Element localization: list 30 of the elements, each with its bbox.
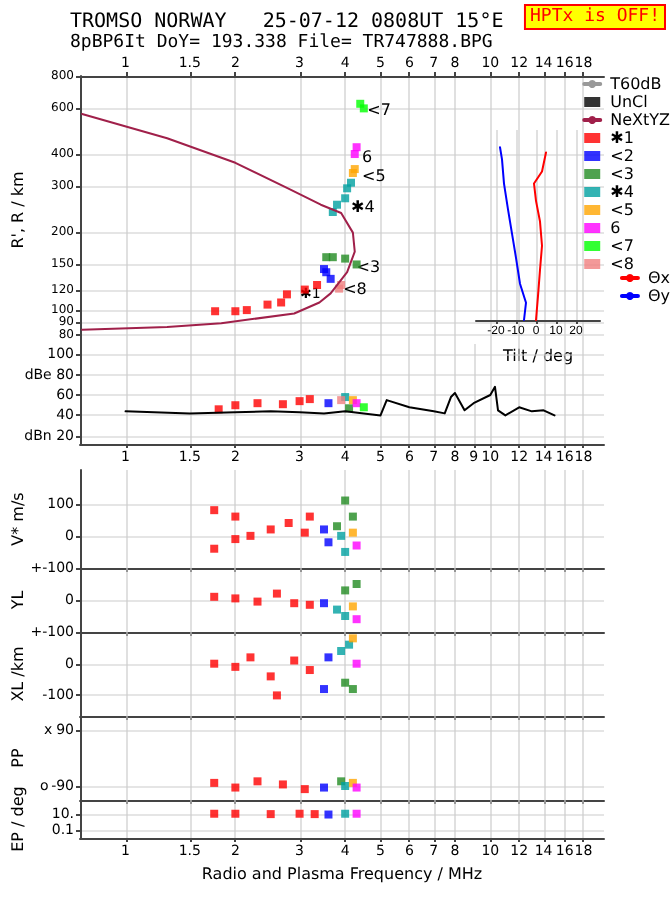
- legend-label: ✱1: [610, 129, 634, 147]
- legend-label: NeXtYZ: [610, 111, 670, 129]
- legend-label: <3: [610, 165, 634, 183]
- y-axis-title: YL: [9, 589, 27, 612]
- y-axis-title: EP / deg: [9, 786, 27, 852]
- x-axis-title: Tilt / deg: [500, 347, 574, 365]
- legend-label: 6: [610, 219, 621, 237]
- legend-label: ✱4: [610, 183, 634, 201]
- legend-label: <7: [610, 237, 634, 255]
- legend-label: T60dB: [608, 75, 662, 93]
- annotation: <5: [362, 166, 386, 185]
- legend-label: UnCl: [610, 93, 648, 111]
- text: HPTx is OFF!: [529, 7, 661, 27]
- legend-label: Θy: [647, 287, 670, 305]
- legend-label: <8: [610, 255, 634, 273]
- annotation: ✱4: [350, 197, 375, 216]
- annotation: <8: [343, 279, 367, 298]
- legend-label: <5: [610, 201, 634, 219]
- chart-subtitle: 8pBP6It DoY= 193.338 File= TR747888.BPG: [70, 33, 493, 53]
- y-axis-title: PP: [9, 748, 27, 768]
- y-axis-title: R', R / km: [9, 170, 27, 249]
- y-axis-title: XL /km: [9, 645, 27, 702]
- annotation: 6: [362, 147, 373, 166]
- legend-label: <2: [610, 147, 634, 165]
- chart-title: TROMSO NORWAY 25-07-12 0808UT 15°E: [70, 11, 504, 33]
- annotation: <7: [367, 101, 391, 120]
- y-axis-title: V* m/s: [9, 492, 27, 546]
- legend-label: Θx: [647, 269, 670, 287]
- x-axis-title: Radio and Plasma Frequency / MHz: [201, 865, 483, 883]
- annotation: <3: [356, 258, 381, 277]
